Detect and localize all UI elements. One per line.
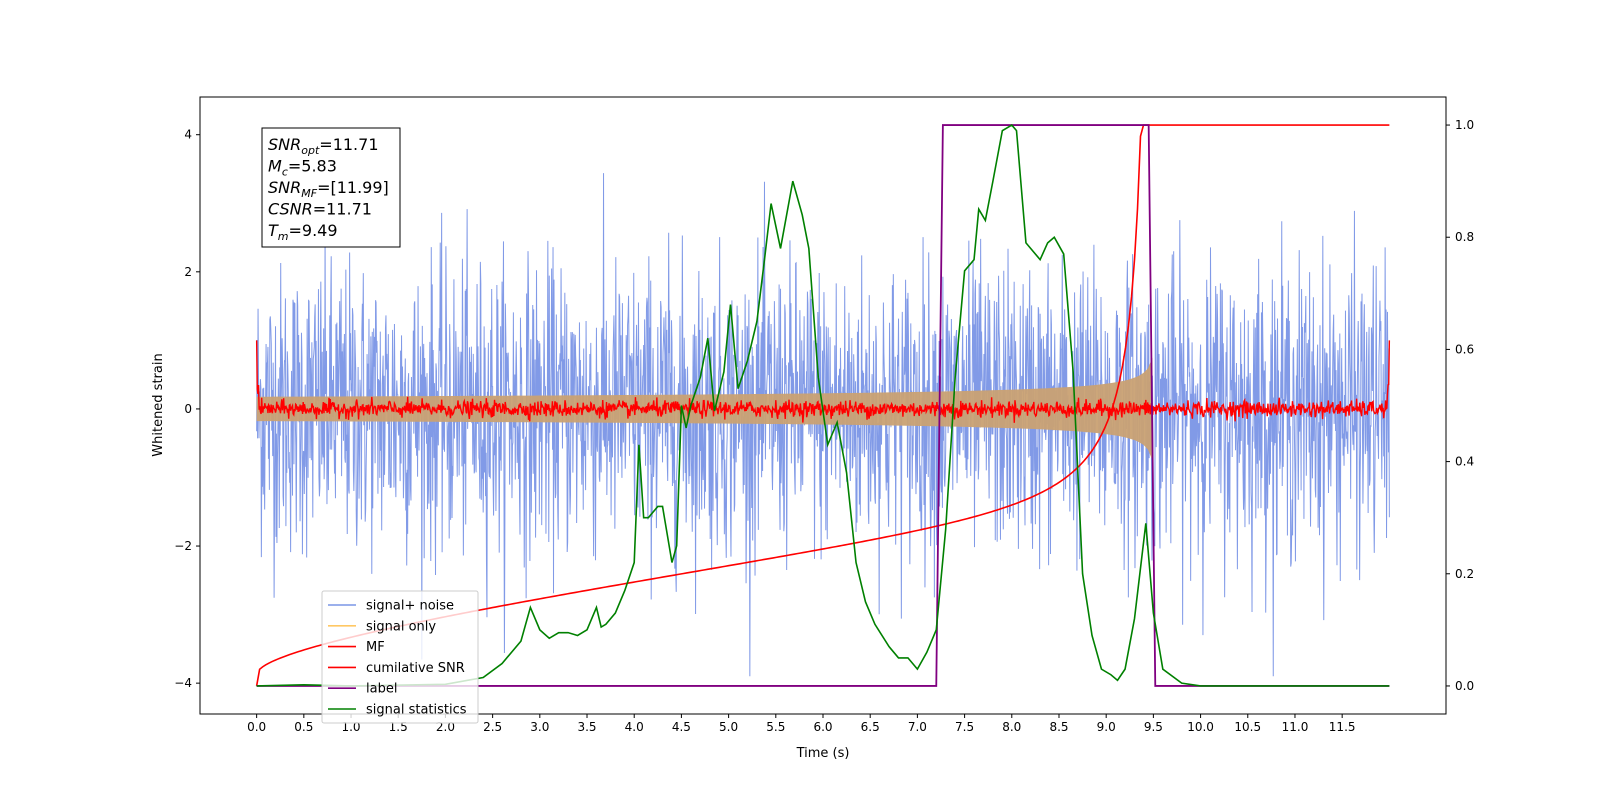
y-axis-left-title: Whitened strain xyxy=(151,353,166,456)
x-tick-label: 3.5 xyxy=(577,720,596,734)
y-left-tick-label: 0 xyxy=(184,402,192,416)
x-tick-label: 11.5 xyxy=(1329,720,1356,734)
y-right-tick-label: 0.0 xyxy=(1455,679,1474,693)
stats-line: Mc=5.83 xyxy=(268,157,337,179)
x-tick-label: 9.0 xyxy=(1097,720,1116,734)
legend-label: cumilative SNR xyxy=(366,661,465,676)
stats-line: SNRopt=11.71 xyxy=(268,135,379,157)
stats-line: CSNR=11.71 xyxy=(268,200,372,219)
y-left-tick-label: 2 xyxy=(184,265,192,279)
x-tick-label: 0.5 xyxy=(294,720,313,734)
series-label xyxy=(256,124,1390,687)
y-left-tick-label: 4 xyxy=(184,128,192,142)
legend-label: signal statistics xyxy=(366,703,467,718)
x-tick-label: 10.0 xyxy=(1187,720,1214,734)
y-axis-right: 0.0 0.2 0.4 0.6 0.8 1.0 xyxy=(1446,118,1474,693)
legend: signal+ noise signal only MF cumilative SNR… xyxy=(321,590,479,724)
legend-label: signal+ noise xyxy=(366,599,454,614)
legend-label: label xyxy=(366,682,397,697)
x-tick-label: 4.5 xyxy=(672,720,691,734)
y-right-tick-label: 0.4 xyxy=(1455,455,1474,469)
series-signal-statistics xyxy=(256,124,1390,687)
x-tick-label: 0.0 xyxy=(247,720,266,734)
x-axis: 0.0 0.5 1.0 1.5 2.0 2.5 3.0 3.5 4.0 4.5 5.0 5.5 6.0 6… xyxy=(247,714,1356,734)
x-tick-label: 5.5 xyxy=(766,720,785,734)
x-tick-label: 8.5 xyxy=(1049,720,1068,734)
stats-line: SNRMF=[11.99] xyxy=(268,178,389,200)
x-tick-label: 7.5 xyxy=(955,720,974,734)
y-left-tick-label: −2 xyxy=(174,539,192,553)
x-tick-label: 7.0 xyxy=(908,720,927,734)
x-axis-title: Time (s) xyxy=(796,746,850,761)
y-right-tick-label: 0.8 xyxy=(1455,230,1474,244)
x-tick-label: 11.0 xyxy=(1282,720,1309,734)
y-right-tick-label: 1.0 xyxy=(1455,118,1474,132)
x-tick-label: 3.0 xyxy=(530,720,549,734)
legend-frame xyxy=(321,590,479,724)
y-left-tick-label: −4 xyxy=(174,676,192,690)
x-tick-label: 5.0 xyxy=(719,720,738,734)
stats-box-frame xyxy=(261,127,401,248)
stats-line: Tm=9.49 xyxy=(268,221,338,243)
x-tick-label: 10.5 xyxy=(1234,720,1261,734)
x-tick-label: 6.0 xyxy=(813,720,832,734)
x-tick-label: 9.5 xyxy=(1144,720,1163,734)
y-axis-left: −4 −2 0 2 4 xyxy=(174,128,200,690)
x-tick-label: 2.5 xyxy=(483,720,502,734)
y-right-tick-label: 0.2 xyxy=(1455,567,1474,581)
stats-box: SNRopt=11.71Mc=5.83SNRMF=[11.99]CSNR=11.… xyxy=(261,127,401,248)
x-tick-label: 6.5 xyxy=(861,720,880,734)
y-right-tick-label: 0.6 xyxy=(1455,342,1474,356)
legend-label: MF xyxy=(366,640,385,655)
x-tick-label: 4.0 xyxy=(625,720,644,734)
x-tick-label: 8.0 xyxy=(1002,720,1021,734)
legend-label: signal only xyxy=(366,619,436,634)
